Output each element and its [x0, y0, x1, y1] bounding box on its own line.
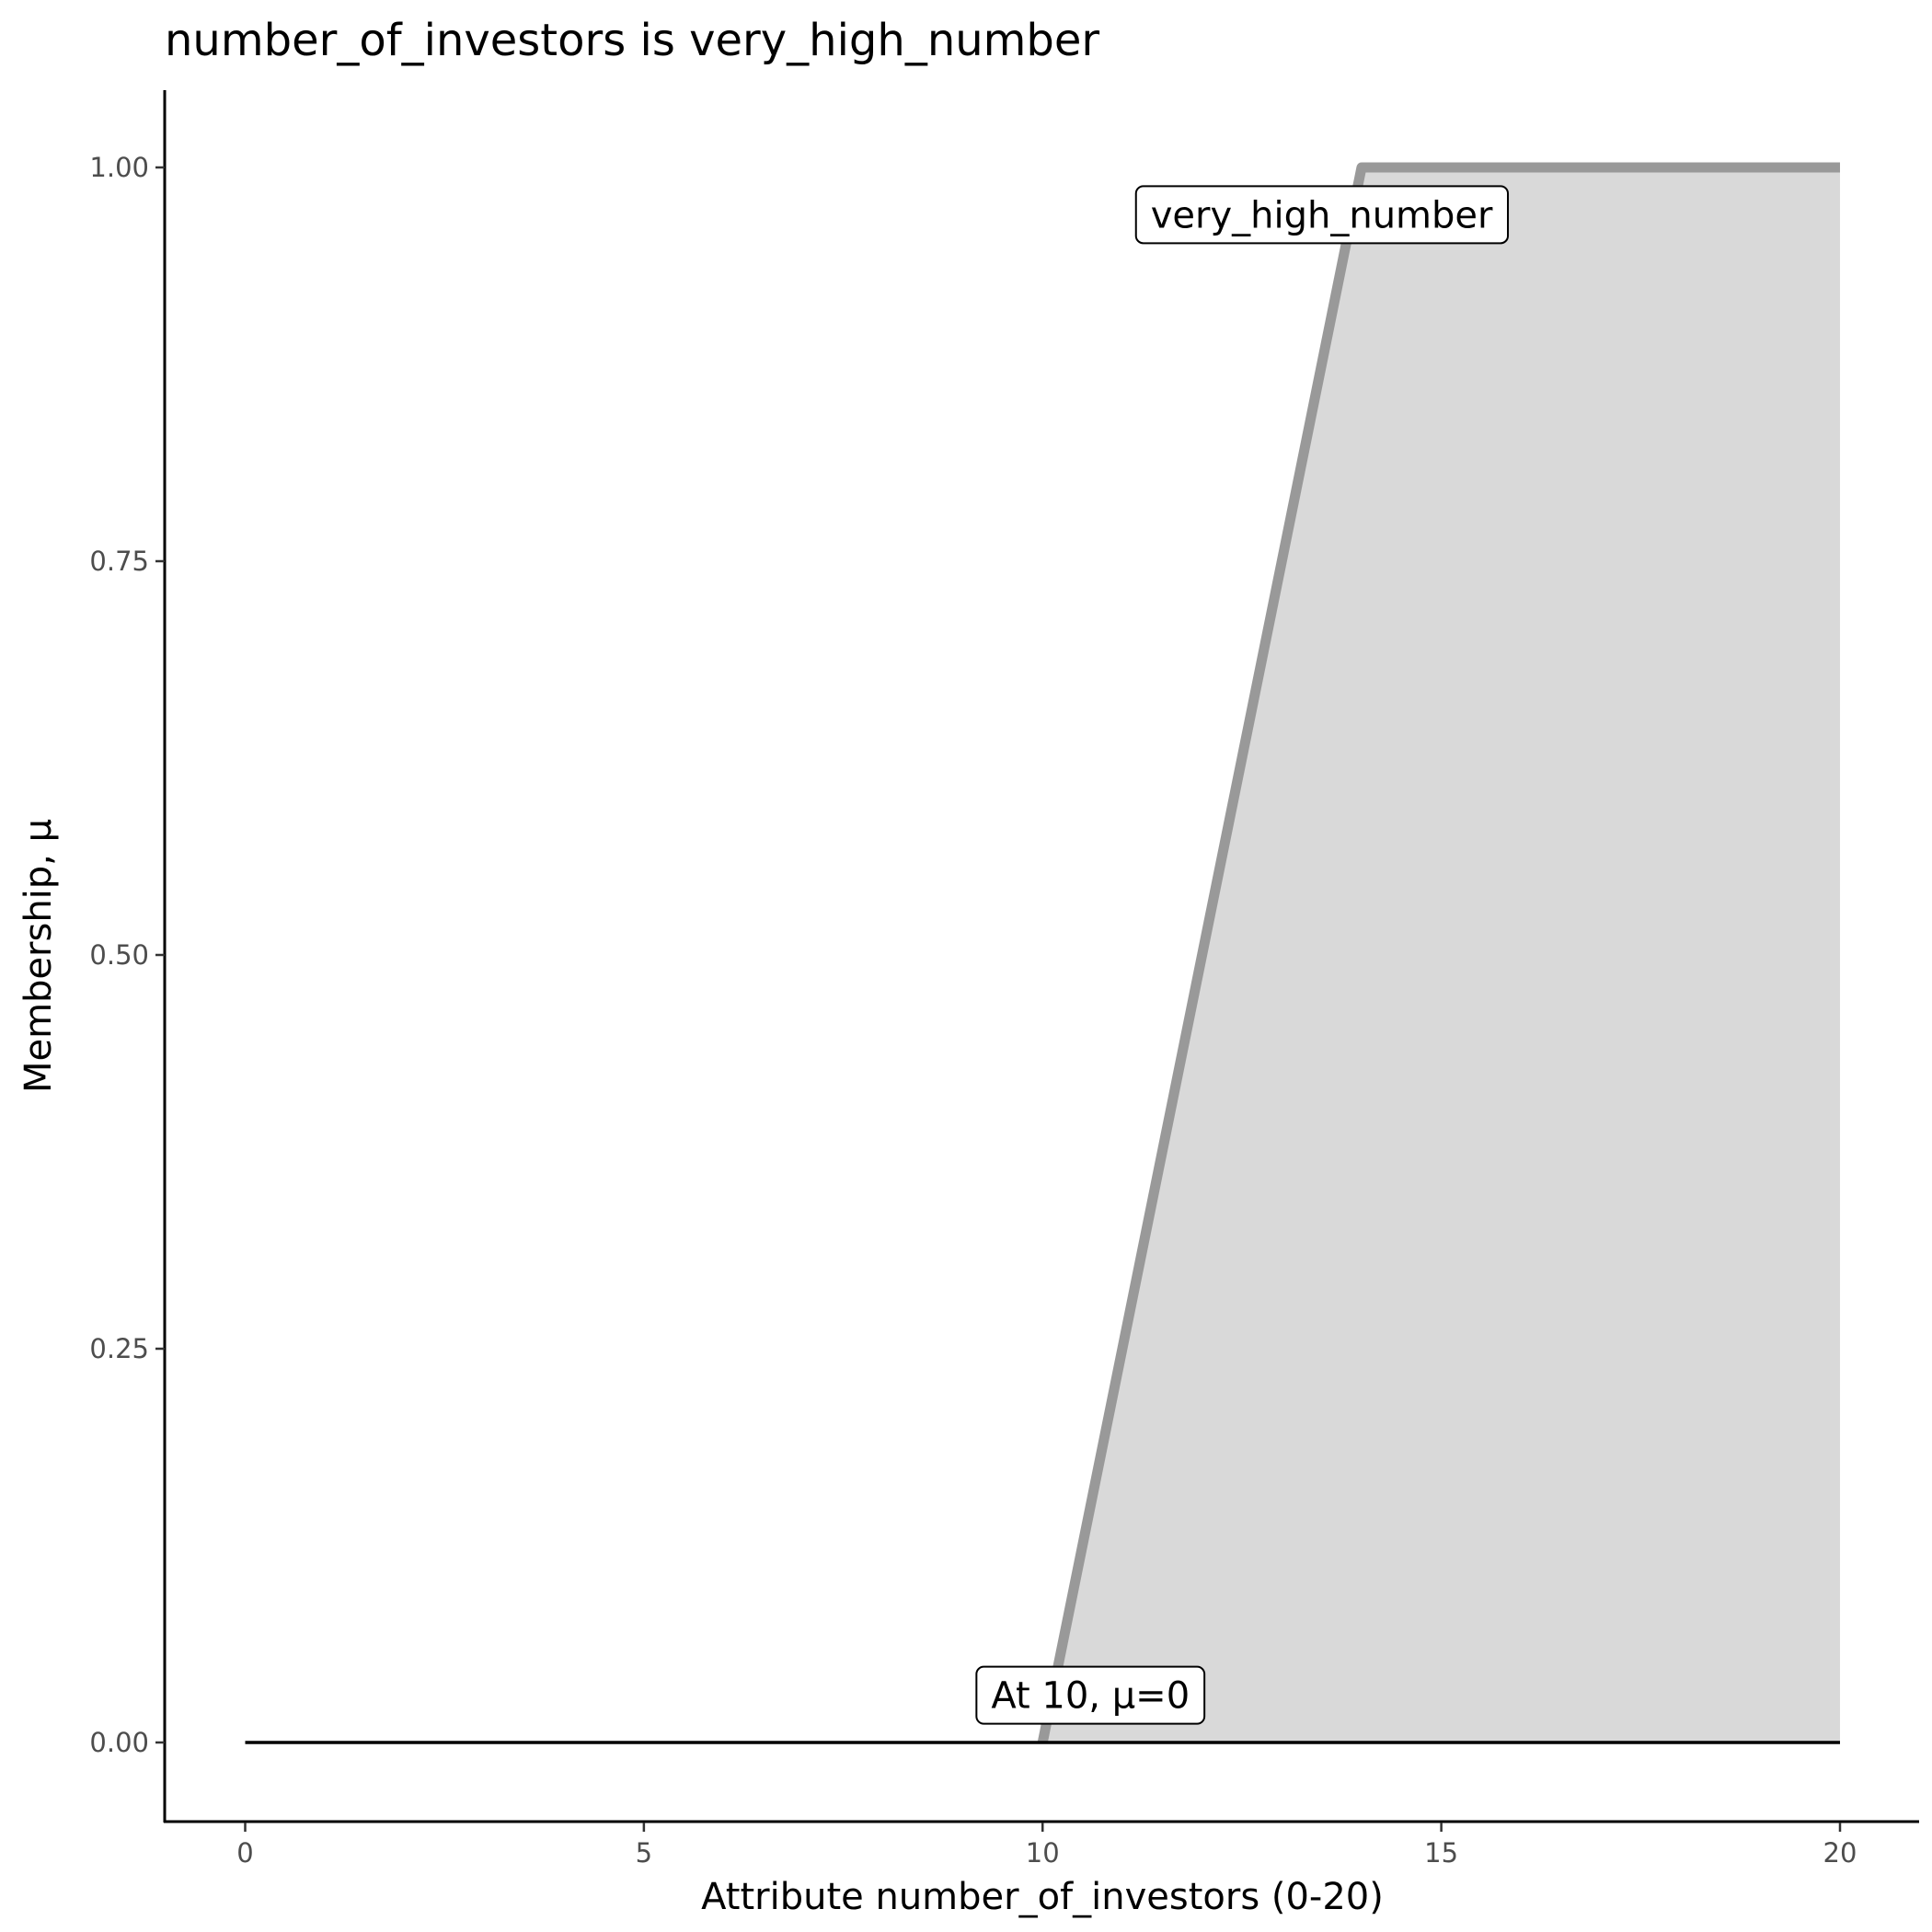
annotation-box — [975, 1665, 1206, 1725]
y-axis-title: Membership, μ — [17, 819, 60, 1093]
annotations: very_high_number At 10, μ=0 — [975, 185, 1510, 1725]
y-tick-label: 0.25 — [89, 1333, 149, 1364]
plot-area — [245, 162, 1840, 1744]
membership-line — [1037, 162, 1840, 1744]
annotation-label: very_high_number — [1134, 185, 1510, 245]
annotation-text: very_high_number — [1151, 194, 1493, 236]
x-axis-title: Attribute number_of_investors (0-20) — [701, 1876, 1384, 1918]
annotation-text: At 10, μ=0 — [991, 1675, 1190, 1718]
x-tick-label: 10 — [1026, 1837, 1060, 1869]
x-tick-label: 15 — [1424, 1837, 1458, 1869]
chart-title: number_of_investors is very_high_number — [165, 15, 1099, 66]
y-tick-label: 0.00 — [89, 1727, 149, 1758]
annotation-label: At 10, μ=0 — [975, 1665, 1206, 1725]
x-tick-label: 5 — [636, 1837, 652, 1869]
x-ticks: 0 5 10 15 20 — [236, 1823, 1857, 1869]
membership-area — [1042, 167, 1840, 1742]
y-tick-label: 0.75 — [89, 546, 149, 577]
annotation-box — [1134, 185, 1510, 245]
y-ticks: 0.00 0.25 0.50 0.75 1.00 — [89, 152, 165, 1758]
x-tick-label: 0 — [236, 1837, 253, 1869]
y-tick-label: 1.00 — [89, 152, 149, 183]
x-tick-label: 20 — [1823, 1837, 1857, 1869]
y-tick-label: 0.50 — [89, 939, 149, 971]
